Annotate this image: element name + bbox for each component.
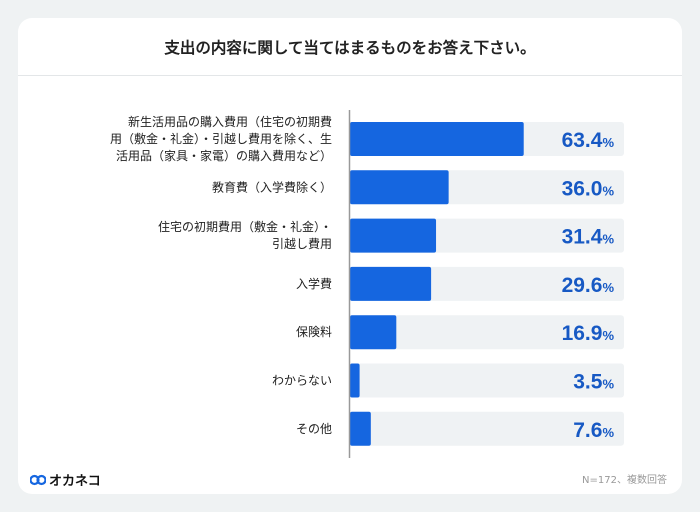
data-label: 3.5% — [573, 371, 614, 394]
brand-name: オカネコ — [49, 474, 101, 489]
sample-note: N=172、複数回答 — [582, 475, 667, 486]
data-label: 29.6% — [562, 274, 615, 297]
data-label: 36.0% — [562, 177, 615, 200]
logo-icon — [30, 474, 46, 485]
category-label: 住宅の初期費用（敷金・礼金）・引越し費用 — [158, 219, 332, 251]
category-label: わからない — [272, 374, 332, 388]
category-label: 入学費 — [296, 276, 332, 291]
category-label: 保険料 — [296, 325, 332, 339]
bar-track — [350, 315, 624, 350]
brand-logo: オカネコ — [30, 470, 101, 489]
category-label: 新生活用品の購入費用（住宅の初期費用（敷金・礼金）・引越し費用を除く、生活用品（… — [110, 114, 332, 163]
bar — [350, 122, 524, 156]
chart-title: 支出の内容に関して当てはまるものをお答え下さい。 — [18, 18, 682, 76]
bar-track — [350, 363, 624, 398]
category-label: 教育費（入学費除く） — [212, 179, 332, 194]
data-label: 7.6% — [573, 419, 614, 442]
bar-track — [350, 411, 624, 446]
bar — [350, 170, 449, 205]
data-label: 63.4% — [562, 129, 615, 152]
bar — [350, 266, 432, 301]
category-label: その他 — [296, 422, 332, 436]
data-label: 16.9% — [562, 322, 615, 345]
bar — [350, 363, 360, 398]
bar — [350, 411, 371, 446]
bar — [350, 315, 397, 350]
bar — [350, 218, 437, 253]
data-label: 31.4% — [562, 226, 615, 249]
